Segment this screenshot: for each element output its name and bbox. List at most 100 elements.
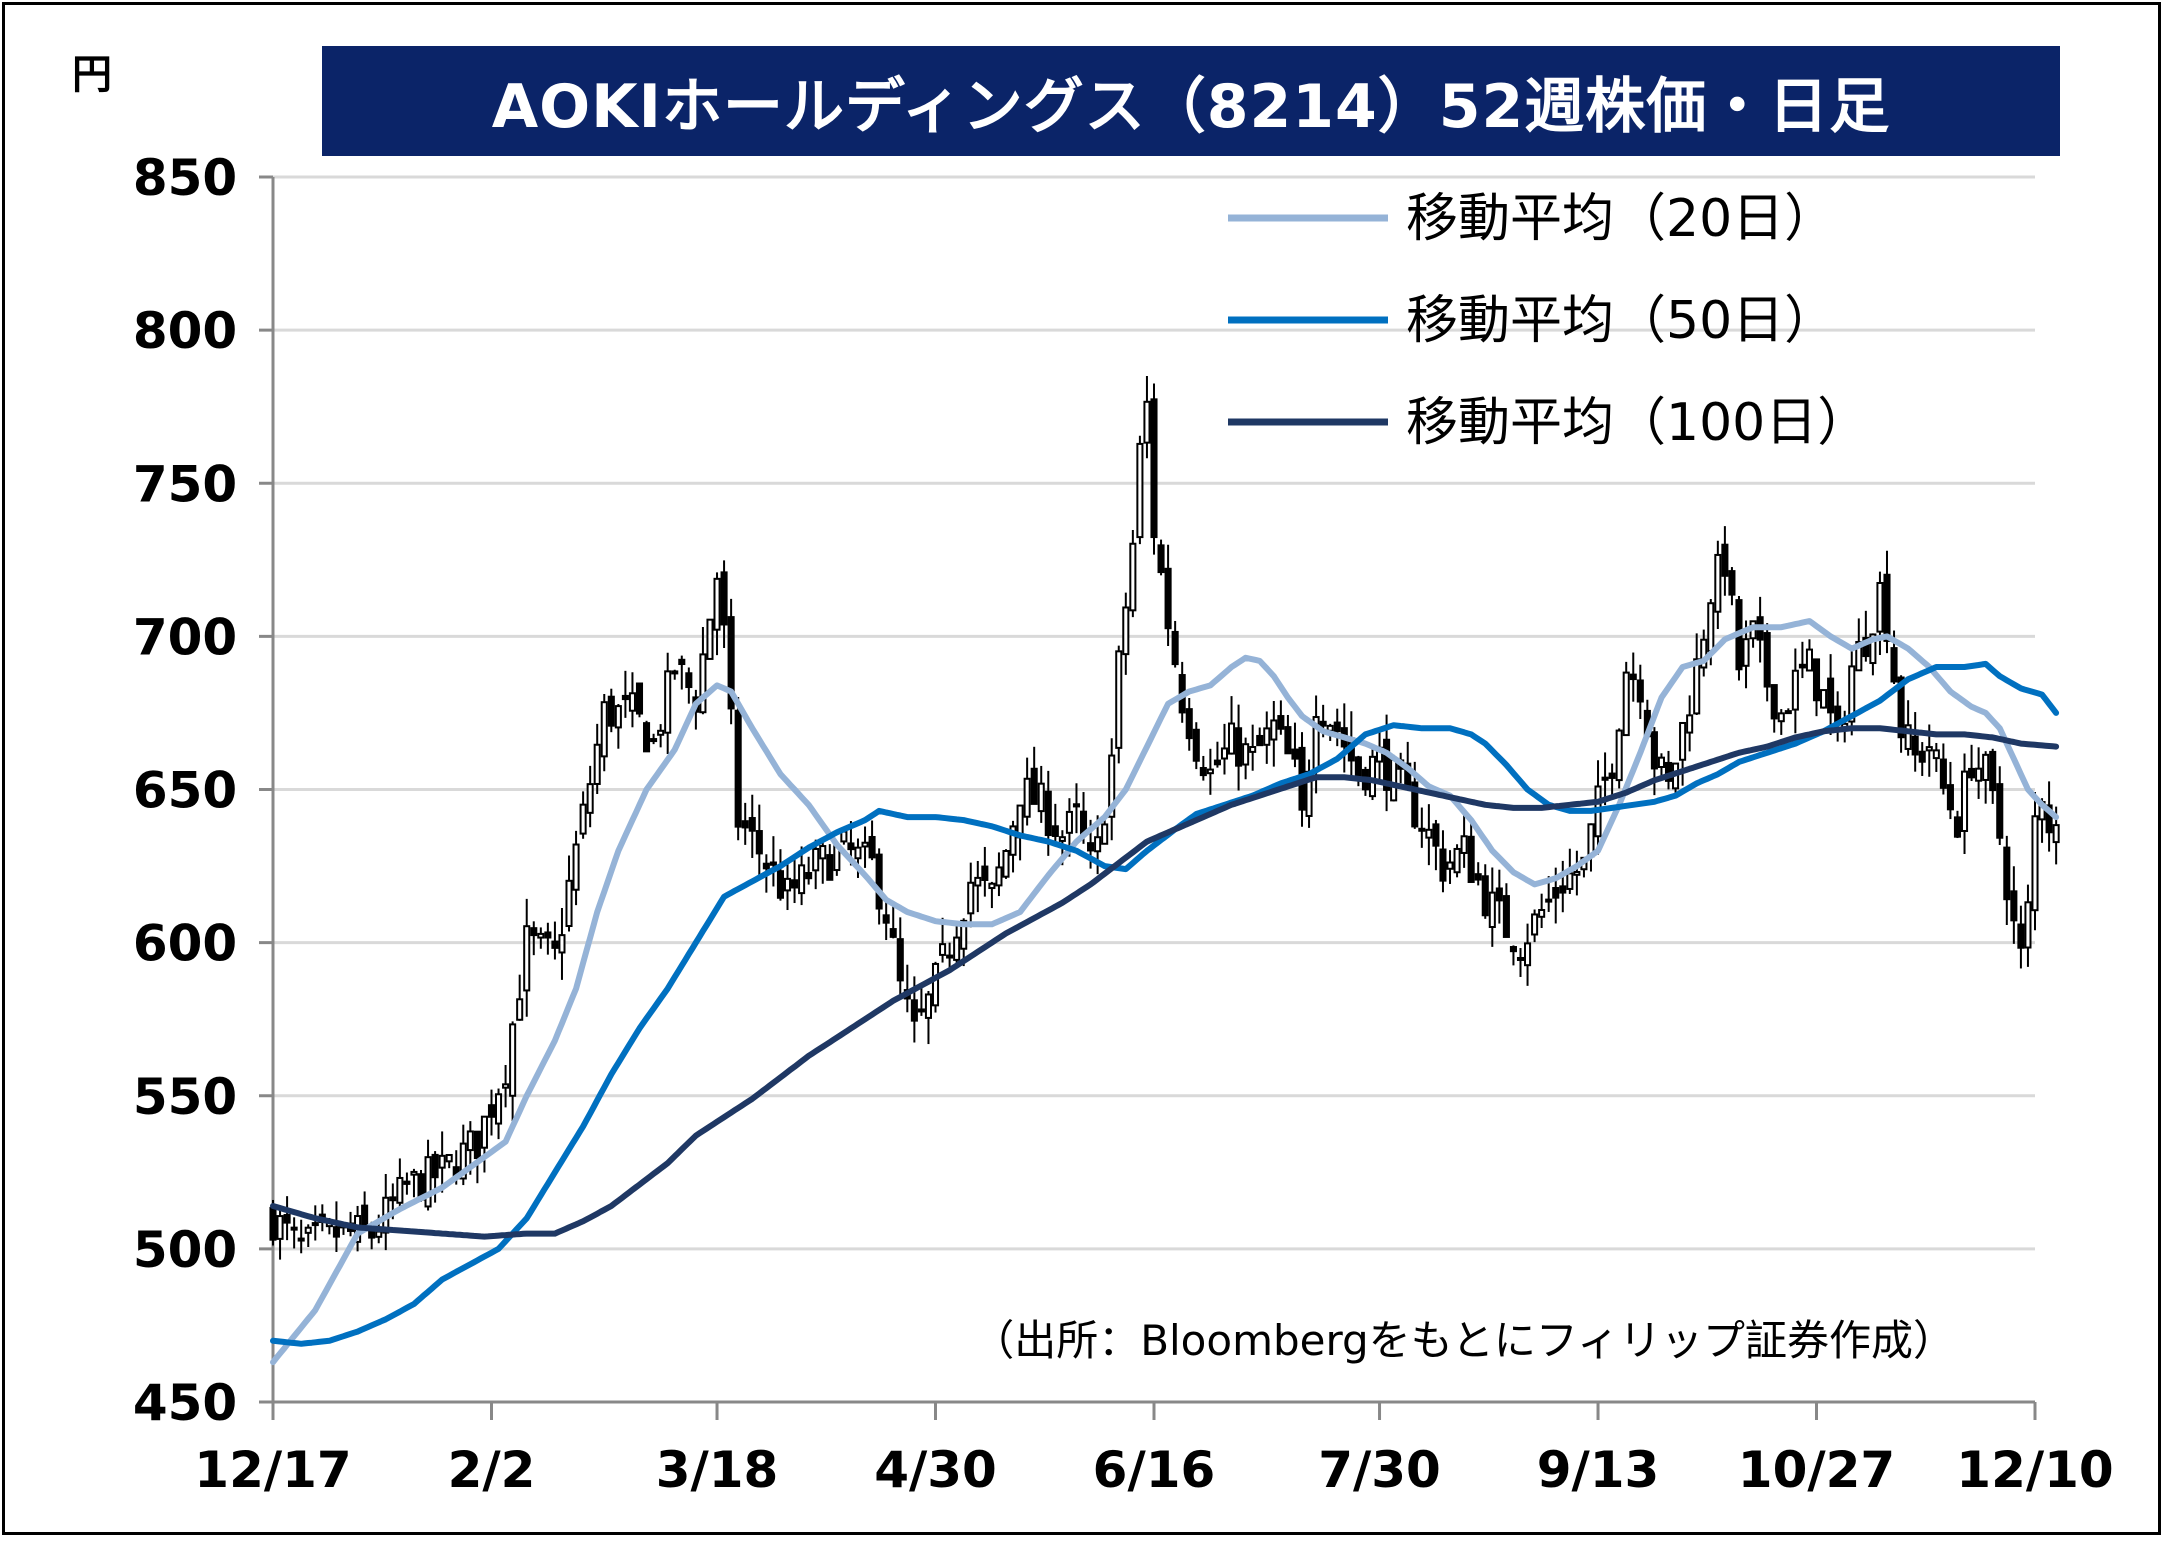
candle-body <box>311 1222 319 1227</box>
candle-body <box>1960 770 1969 832</box>
candle-body <box>931 962 940 1007</box>
candle-body <box>1023 777 1031 818</box>
candle-body <box>1770 684 1778 720</box>
candle-body <box>297 1237 305 1242</box>
candle-body <box>1164 567 1172 630</box>
candle-body <box>1516 956 1525 961</box>
candle-body <box>953 936 961 961</box>
x-tick-label: 7/30 <box>1318 1441 1441 1499</box>
candle-body <box>516 998 524 1021</box>
candle-body <box>537 932 545 939</box>
candle-body <box>410 1170 418 1176</box>
candle-body <box>2052 824 2060 844</box>
candle-body <box>826 854 834 881</box>
candle-body <box>1192 728 1200 762</box>
candle-body <box>762 862 770 870</box>
legend-label-100: 移動平均（100日） <box>1406 393 1869 453</box>
chart-title-box: AOKIホールディングス（8214）52週株価・日足 <box>322 46 2060 156</box>
candle-body <box>1968 767 1976 779</box>
x-tick-label: 6/16 <box>1093 1441 1216 1499</box>
candle-body <box>1869 633 1877 665</box>
candle-body <box>939 943 947 956</box>
candle-body <box>699 653 707 714</box>
candle-body <box>1502 895 1510 938</box>
candle-body <box>2024 901 2032 949</box>
candle-body <box>523 925 531 992</box>
candle-body <box>783 877 792 892</box>
candle-body <box>1728 570 1736 596</box>
candle-body <box>332 1226 340 1238</box>
y-tick-label: 450 <box>133 1374 237 1432</box>
candle-body <box>1636 679 1644 703</box>
candle-body <box>974 876 982 887</box>
x-tick-label: 12/10 <box>1956 1441 2113 1499</box>
candle-body <box>1220 747 1229 760</box>
candle-body <box>2003 846 2011 901</box>
candle-body <box>650 738 658 743</box>
candle-body <box>1206 768 1214 775</box>
candle-body <box>1474 873 1482 881</box>
candle-body <box>1545 898 1553 903</box>
candle-body <box>1199 767 1207 777</box>
candle-body <box>1953 816 1962 838</box>
candle-body <box>1629 673 1637 681</box>
candle-body <box>1777 712 1785 723</box>
candle-body <box>621 694 629 701</box>
candle-body <box>720 571 728 626</box>
candle-body <box>1418 827 1426 832</box>
candle-body <box>459 1142 467 1180</box>
candle-body <box>304 1226 312 1234</box>
candle-body <box>628 692 636 712</box>
candle-body <box>1932 749 1940 760</box>
candle-body <box>1531 913 1539 936</box>
candle-body <box>769 861 777 866</box>
candle-body <box>1235 727 1243 767</box>
candle-body <box>2010 890 2018 922</box>
candle-body <box>1460 835 1468 854</box>
candle-body <box>861 841 869 848</box>
candle-body <box>2045 804 2053 834</box>
candle-body <box>1982 753 1990 781</box>
candle-body <box>1552 887 1560 899</box>
candle-body <box>805 872 813 880</box>
candle-body <box>1263 727 1271 746</box>
candle-body <box>1072 803 1081 808</box>
y-tick-label: 800 <box>133 302 237 360</box>
candle-body <box>1805 648 1814 672</box>
candle-body <box>1453 847 1461 874</box>
candle-body <box>1242 743 1250 766</box>
candlesticks <box>269 375 2060 1260</box>
candle-body <box>1009 825 1017 856</box>
candle-body <box>713 577 721 631</box>
moving-averages <box>270 618 2060 1366</box>
y-tick-label: 650 <box>133 762 237 820</box>
candle-body <box>1425 828 1433 839</box>
x-tick-label: 10/27 <box>1738 1441 1895 1499</box>
candle-body <box>685 672 693 689</box>
candle-body <box>1538 908 1546 918</box>
candle-body <box>1383 738 1391 791</box>
candle-body <box>875 853 883 910</box>
candle-body <box>438 1154 446 1169</box>
candle-body <box>1432 823 1440 847</box>
candle-body <box>1820 689 1828 709</box>
candle-body <box>1784 710 1792 715</box>
candle-body <box>1488 891 1496 929</box>
candle-body <box>1566 872 1574 890</box>
candle-body <box>924 993 933 1019</box>
candle-body <box>1827 677 1835 714</box>
candle-body <box>1714 553 1722 613</box>
candle-body <box>1101 823 1109 845</box>
candle-body <box>1037 782 1045 813</box>
candle-body <box>706 618 714 660</box>
candle-body <box>502 1083 510 1089</box>
candle-body <box>1495 887 1503 902</box>
candle-body <box>1862 636 1870 658</box>
candle-body <box>889 928 897 938</box>
candle-body <box>1918 750 1926 763</box>
candle-body <box>1559 885 1567 894</box>
candle-body <box>431 1153 439 1179</box>
candle-body <box>1679 721 1687 761</box>
candle-body <box>466 1130 474 1152</box>
candle-body <box>967 881 975 915</box>
